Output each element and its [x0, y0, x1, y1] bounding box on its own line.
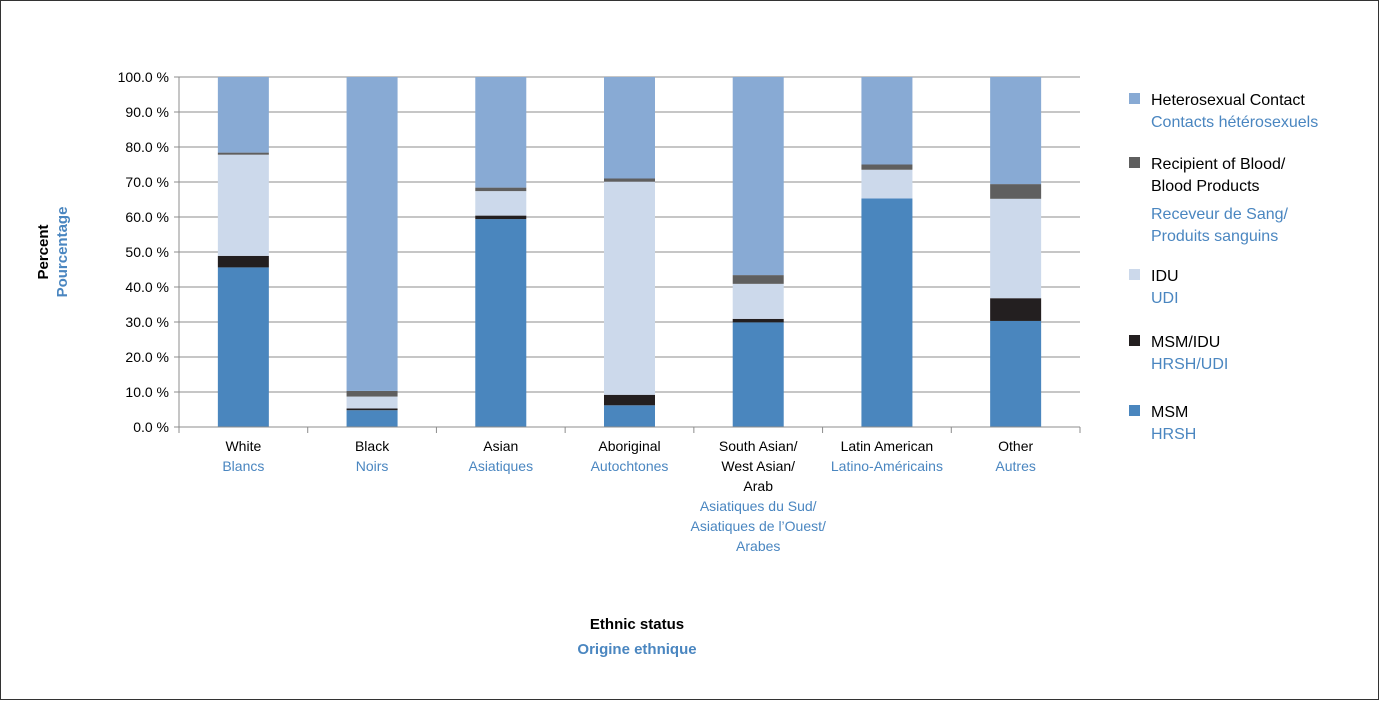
legend-label-fr-msm-idu: HRSH/UDI	[1151, 356, 1228, 373]
bar-segment-idu	[346, 396, 398, 409]
x-category-label-fr: Asiatiques	[468, 458, 533, 474]
bar-segment-blood	[732, 275, 784, 284]
bar-segment-blood	[604, 178, 655, 182]
bar-segment-hetero	[217, 77, 269, 153]
bar-segment-msm	[217, 267, 269, 427]
y-tick-label: 10.0 %	[125, 384, 169, 400]
legend-label-blood: Blood Products	[1151, 178, 1260, 195]
axis-titles: Percent Pourcentage Ethnic status Origin…	[35, 207, 697, 658]
legend-label-fr-idu: UDI	[1151, 290, 1179, 307]
x-category-label: Aboriginal	[598, 438, 660, 454]
x-category-label: Black	[355, 438, 390, 454]
bar-segment-idu	[475, 191, 527, 216]
bar-segment-msm-idu	[217, 255, 269, 268]
x-category-label: White	[225, 438, 261, 454]
bar-segment-msm	[732, 322, 784, 427]
x-category-label-fr: Asiatiques de l’Ouest/	[691, 518, 827, 534]
y-axis-title-fr: Pourcentage	[54, 207, 71, 298]
legend-swatch-idu	[1129, 269, 1140, 280]
x-category-label: Latin American	[841, 438, 934, 454]
bar-segment-msm	[346, 410, 398, 427]
legend-label-fr-msm: HRSH	[1151, 426, 1196, 443]
y-tick-label: 90.0 %	[125, 104, 169, 120]
legend-swatch-hetero	[1129, 93, 1140, 104]
bar-segment-msm-idu	[604, 394, 655, 406]
bar-segment-msm-idu	[475, 215, 527, 220]
legend-swatch-msm	[1129, 405, 1140, 416]
bar-segment-msm	[475, 219, 527, 427]
y-axis-title: Percent	[35, 224, 52, 279]
legend-label-fr-hetero: Contacts hétérosexuels	[1151, 114, 1318, 131]
y-tick-labels: 0.0 % 10.0 % 20.0 % 30.0 % 40.0 % 50.0 % 60.0 …	[118, 69, 169, 435]
x-category-label-fr: Autochtones	[591, 458, 669, 474]
bar-segment-msm-idu	[990, 298, 1042, 321]
x-category-label-fr: Blancs	[222, 458, 264, 474]
bar-segment-hetero	[990, 77, 1042, 185]
y-tick-label: 20.0 %	[125, 349, 169, 365]
bar-segment-blood	[475, 187, 527, 192]
bars	[217, 77, 1042, 427]
legend-label-fr-blood: Produits sanguins	[1151, 228, 1278, 245]
bar-segment-hetero	[475, 77, 527, 188]
x-category-label: Asian	[483, 438, 518, 454]
legend-label-idu: IDU	[1151, 268, 1179, 285]
legend-label-blood: Recipient of Blood/	[1151, 156, 1286, 173]
bar-segment-idu	[861, 169, 913, 199]
bar-segment-idu	[732, 283, 784, 319]
x-category-label-fr: Autres	[995, 458, 1035, 474]
y-tick-label: 40.0 %	[125, 279, 169, 295]
bar-segment-idu	[990, 198, 1042, 299]
y-tick-label: 60.0 %	[125, 209, 169, 225]
bar-segment-blood	[346, 390, 398, 397]
x-category-label-fr: Asiatiques du Sud/	[700, 498, 817, 514]
x-category-label: West Asian/	[721, 458, 795, 474]
legend: Heterosexual Contact Contacts hétérosexue…	[1129, 92, 1318, 443]
x-category-label-fr: Latino-Américains	[831, 458, 943, 474]
x-category-label: Arab	[743, 478, 773, 494]
y-tick-label: 80.0 %	[125, 139, 169, 155]
bar-segment-msm	[990, 320, 1042, 427]
bar-segment-hetero	[346, 77, 398, 391]
legend-label-fr-blood: Receveur de Sang/	[1151, 206, 1289, 223]
bar-segment-blood	[217, 152, 269, 155]
y-tick-label: 100.0 %	[118, 69, 169, 85]
bar-segment-msm-idu	[346, 408, 398, 411]
bar-segment-hetero	[861, 77, 913, 165]
axes	[174, 76, 1081, 433]
x-axis-title-fr: Origine ethnique	[577, 641, 696, 658]
x-axis-title: Ethnic status	[590, 616, 684, 633]
x-category-labels: White Blancs Black Noirs Asian Asiatiques Abor…	[222, 438, 1036, 554]
bar-segment-msm-idu	[732, 318, 784, 323]
bar-segment-idu	[217, 154, 269, 256]
x-category-label: Other	[998, 438, 1033, 454]
legend-swatch-blood	[1129, 157, 1140, 168]
x-category-label: South Asian/	[719, 438, 798, 454]
legend-label-msm: MSM	[1151, 404, 1188, 421]
bar-segment-msm	[604, 405, 655, 427]
legend-label-msm-idu: MSM/IDU	[1151, 334, 1220, 351]
legend-label-hetero: Heterosexual Contact	[1151, 92, 1305, 109]
bar-segment-blood	[990, 184, 1042, 199]
bar-segment-hetero	[732, 77, 784, 276]
bar-segment-idu	[604, 181, 655, 395]
x-category-label-fr: Noirs	[356, 458, 389, 474]
x-category-label-fr: Arabes	[736, 538, 780, 554]
bar-segment-hetero	[604, 77, 655, 179]
y-tick-label: 70.0 %	[125, 174, 169, 190]
y-tick-label: 50.0 %	[125, 244, 169, 260]
bar-segment-msm	[861, 198, 913, 427]
y-tick-label: 0.0 %	[133, 419, 169, 435]
bar-segment-blood	[861, 164, 913, 170]
y-tick-label: 30.0 %	[125, 314, 169, 330]
legend-swatch-msm-idu	[1129, 335, 1140, 346]
